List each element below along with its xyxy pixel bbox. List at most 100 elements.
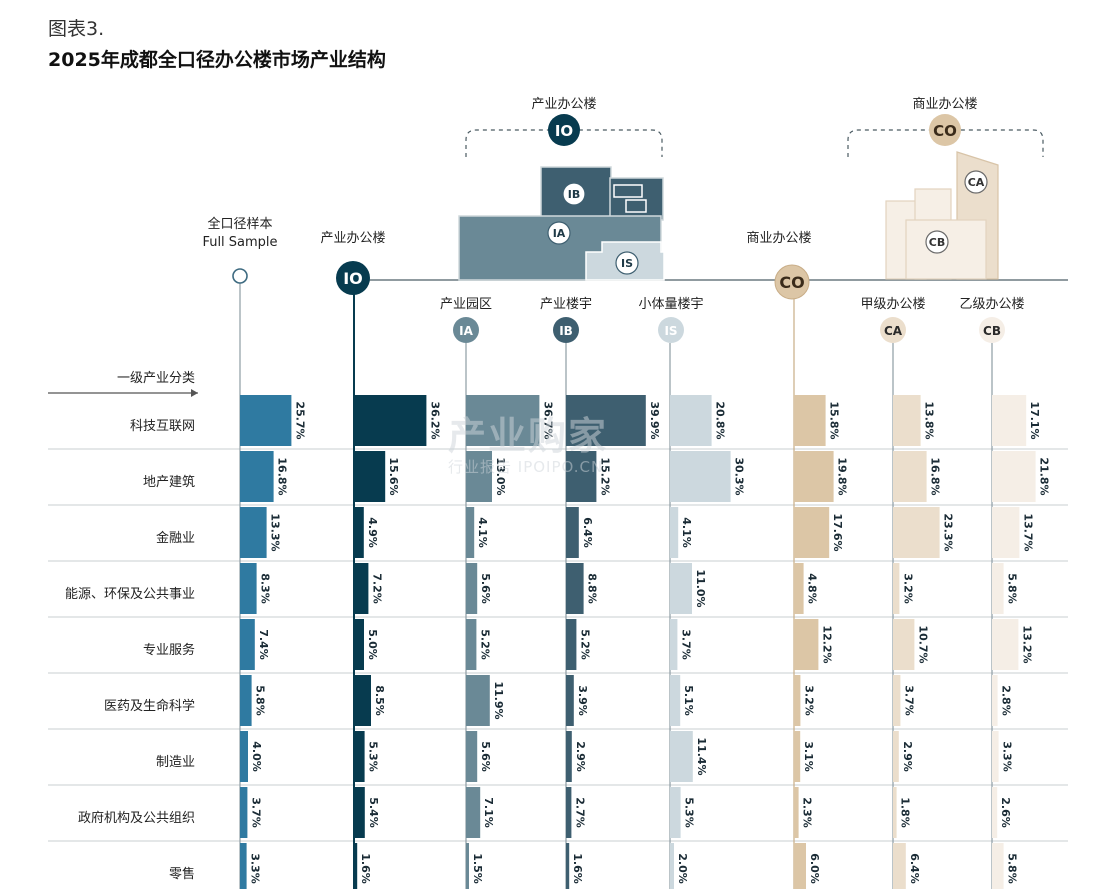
bar-co: [794, 451, 834, 502]
figure-label: 图表3.: [48, 18, 105, 40]
value-label-co: 4.8%: [806, 573, 819, 604]
value-label-io: 8.5%: [373, 685, 386, 716]
bar-io: [354, 563, 369, 614]
value-label-io: 5.4%: [367, 797, 380, 828]
value-label-is: 11.4%: [695, 737, 708, 775]
bar-ca: [893, 675, 901, 726]
bar-co: [794, 787, 799, 838]
value-label-ia: 7.1%: [482, 797, 495, 828]
value-label-ca: 23.3%: [942, 513, 955, 551]
io-badge-text: IO: [343, 269, 363, 288]
category-label: 地产建筑: [143, 474, 195, 490]
value-label-cb: 13.2%: [1020, 625, 1033, 663]
value-label-cb: 21.8%: [1038, 457, 1051, 495]
is-building-badge-text: IS: [621, 257, 633, 270]
co-badge-text: CO: [779, 273, 804, 292]
bar-co: [794, 395, 826, 446]
value-label-full: 7.4%: [257, 629, 270, 660]
bar-is: [670, 619, 678, 670]
bar-ia: [466, 787, 481, 838]
value-label-cb: 3.3%: [1001, 741, 1014, 772]
co-group-label: 商业办公楼: [912, 97, 977, 112]
category-label: 金融业: [156, 530, 195, 546]
bar-is: [670, 843, 674, 889]
bar-cb: [992, 843, 1004, 889]
value-label-ca: 16.8%: [929, 457, 942, 495]
bar-full: [240, 507, 267, 558]
series-name-full: 全口径样本: [207, 216, 272, 232]
bar-ib: [566, 563, 584, 614]
bar-co: [794, 731, 801, 782]
bar-io: [354, 843, 358, 889]
bar-io: [354, 451, 386, 502]
value-label-full: 13.3%: [269, 513, 282, 551]
io-group-badge-circle: [548, 114, 580, 146]
ca-badge-text: CA: [884, 324, 903, 338]
category-label: 能源、环保及公共事业: [65, 587, 195, 602]
ib-building-badge: [562, 182, 586, 206]
value-label-ca: 13.8%: [923, 401, 936, 439]
value-label-ia: 5.6%: [479, 741, 492, 772]
value-label-full: 3.3%: [249, 853, 262, 884]
bar-co: [794, 843, 806, 889]
bar-is: [670, 787, 681, 838]
category-label: 政府机构及公共组织: [78, 811, 195, 826]
value-label-co: 17.6%: [831, 513, 844, 551]
bar-is: [670, 451, 731, 502]
bar-is: [670, 395, 712, 446]
bar-cb: [992, 675, 998, 726]
value-label-is: 5.3%: [683, 797, 696, 828]
value-label-cb: 2.6%: [999, 797, 1012, 828]
bar-ia: [466, 619, 477, 670]
category-label: 科技互联网: [130, 419, 195, 434]
legend-arrow-head: [191, 389, 198, 397]
bar-full: [240, 395, 292, 446]
co-group-badge-text: CO: [933, 122, 957, 140]
cb-building-badge: [925, 230, 949, 254]
value-label-cb: 13.7%: [1021, 513, 1034, 551]
io-group-badge-text: IO: [555, 122, 573, 140]
bar-io: [354, 619, 364, 670]
value-label-is: 30.3%: [733, 457, 746, 495]
ca-building-badge-text: CA: [968, 176, 985, 189]
ib-building-window: [613, 184, 643, 198]
is-badge-text: IS: [664, 324, 677, 338]
value-label-ca: 6.4%: [908, 853, 921, 884]
cb-badge-circle: [979, 317, 1005, 343]
bar-ia: [466, 507, 475, 558]
value-label-co: 3.2%: [802, 685, 815, 716]
bar-ib: [566, 675, 574, 726]
ib-building-badge-text: IB: [568, 188, 580, 201]
value-label-is: 2.0%: [676, 853, 689, 884]
ca-badge-circle: [880, 317, 906, 343]
bar-full: [240, 563, 257, 614]
bar-ia: [466, 731, 478, 782]
ia-building-badge-text: IA: [553, 227, 566, 240]
value-label-ib: 15.2%: [598, 457, 611, 495]
chart-title: 2025年成都全口径办公楼市场产业结构: [48, 49, 386, 71]
bar-cb: [992, 507, 1020, 558]
ia-badge-text: IA: [459, 324, 473, 338]
io-group-label: 产业办公楼: [531, 97, 596, 112]
bar-ib: [566, 507, 579, 558]
value-label-co: 12.2%: [820, 625, 833, 663]
bar-full: [240, 787, 248, 838]
ia-badge-circle: [453, 317, 479, 343]
value-label-ia: 5.6%: [479, 573, 492, 604]
bar-ca: [893, 787, 897, 838]
bar-ib: [566, 451, 597, 502]
value-label-cb: 5.8%: [1006, 573, 1019, 604]
value-label-ib: 2.9%: [574, 741, 587, 772]
bar-ib: [566, 843, 570, 889]
is-building-badge: [615, 251, 639, 275]
series-name-cb: 乙级办公楼: [959, 297, 1024, 312]
bar-ia: [466, 563, 478, 614]
bar-ca: [893, 395, 921, 446]
value-label-co: 6.0%: [808, 853, 821, 884]
value-label-full: 8.3%: [259, 573, 272, 604]
value-label-cb: 5.8%: [1006, 853, 1019, 884]
bar-is: [670, 731, 693, 782]
cb-building: [905, 219, 987, 280]
series-name-ia: 产业园区: [440, 297, 492, 312]
value-label-full: 16.8%: [276, 457, 289, 495]
